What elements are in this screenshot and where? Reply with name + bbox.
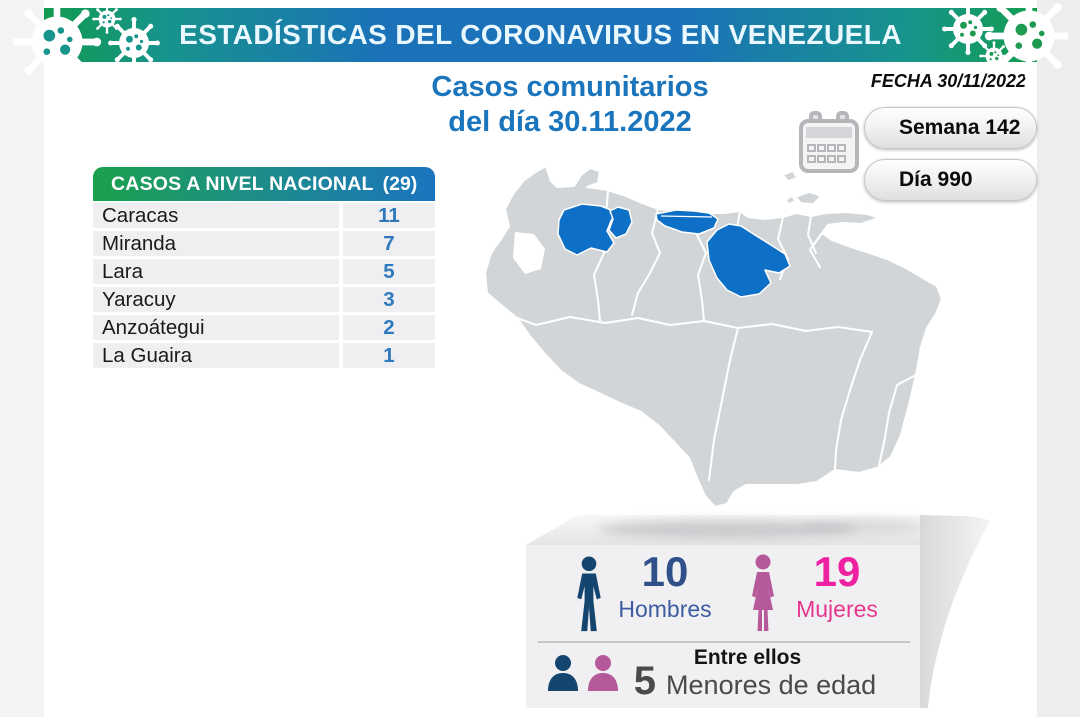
- table-title: CASOS A NIVEL NACIONAL: [111, 172, 374, 195]
- table-rows: Caracas 11 Miranda 7 Lara 5 Yaracuy 3 An…: [93, 203, 435, 368]
- minors-label: Menores de edad: [666, 670, 877, 700]
- table-row: Caracas 11: [93, 203, 435, 228]
- minors-icons: [548, 655, 618, 691]
- page-left-margin: [0, 0, 44, 717]
- women-count: 19: [813, 548, 861, 595]
- map-state-lara: [557, 203, 617, 256]
- card-divider: [538, 641, 910, 643]
- calendar-icon: [799, 111, 859, 173]
- day-badge-label: Día 990: [899, 168, 973, 191]
- day-badge: Día 990: [864, 159, 1037, 201]
- map-island: [781, 170, 799, 182]
- minors-intro: Entre ellos: [693, 646, 802, 669]
- table-total: (29): [382, 172, 418, 195]
- table-row: Anzoátegui 2: [93, 315, 435, 340]
- boy-bust-icon: [548, 655, 578, 691]
- virus-icon: [940, 0, 1068, 78]
- state-name: Caracas: [93, 203, 339, 228]
- map-island: [784, 194, 797, 205]
- woman-icon: [752, 554, 774, 631]
- virus-icon: [12, 2, 162, 80]
- state-name: La Guaira: [93, 343, 339, 368]
- header-banner: ESTADÍSTICAS DEL CORONAVIRUS EN VENEZUEL…: [44, 8, 1037, 62]
- map-state-yaracuy: [608, 206, 633, 239]
- map-island: [794, 191, 823, 205]
- date-label: FECHA 30/11/2022: [870, 71, 1026, 91]
- state-cases: 7: [343, 231, 435, 256]
- state-cases: 2: [343, 315, 435, 340]
- week-badge-label: Semana 142: [899, 116, 1021, 139]
- subtitle-line1: Casos comunitarios: [431, 71, 709, 103]
- table-row: Yaracuy 3: [93, 287, 435, 312]
- map-state-anzoategui: [706, 223, 791, 298]
- man-icon: [577, 556, 601, 632]
- table-row: La Guaira 1: [93, 343, 435, 368]
- men-count: 10: [641, 548, 689, 595]
- map-lake: [513, 232, 545, 274]
- table-row: Miranda 7: [93, 231, 435, 256]
- state-cases: 5: [343, 259, 435, 284]
- women-label: Mujeres: [796, 596, 878, 622]
- subtitle-line2: del día 30.11.2022: [448, 106, 692, 138]
- table-row: Lara 5: [93, 259, 435, 284]
- state-name: Miranda: [93, 231, 339, 256]
- minors-row: 5 Menores de edad: [630, 660, 880, 702]
- state-name: Yaracuy: [93, 287, 339, 312]
- subtitle: Casos comunitarios del día 30.11.2022: [398, 70, 742, 140]
- venezuela-map: [484, 165, 943, 508]
- state-cases: 1: [343, 343, 435, 368]
- national-cases-table: CASOS A NIVEL NACIONAL (29) Caracas 11 M…: [93, 167, 435, 371]
- state-cases: 11: [343, 203, 435, 228]
- men-label: Hombres: [618, 596, 712, 622]
- page-title: ESTADÍSTICAS DEL CORONAVIRUS EN VENEZUEL…: [179, 19, 902, 50]
- page-right-margin: [1037, 0, 1080, 717]
- state-cases: 3: [343, 287, 435, 312]
- table-header: CASOS A NIVEL NACIONAL (29): [93, 167, 435, 201]
- minors-count: 5: [633, 659, 657, 703]
- week-badge: Semana 142: [864, 107, 1037, 149]
- state-name: Lara: [93, 259, 339, 284]
- girl-bust-icon: [588, 655, 618, 691]
- state-name: Anzoátegui: [93, 315, 339, 340]
